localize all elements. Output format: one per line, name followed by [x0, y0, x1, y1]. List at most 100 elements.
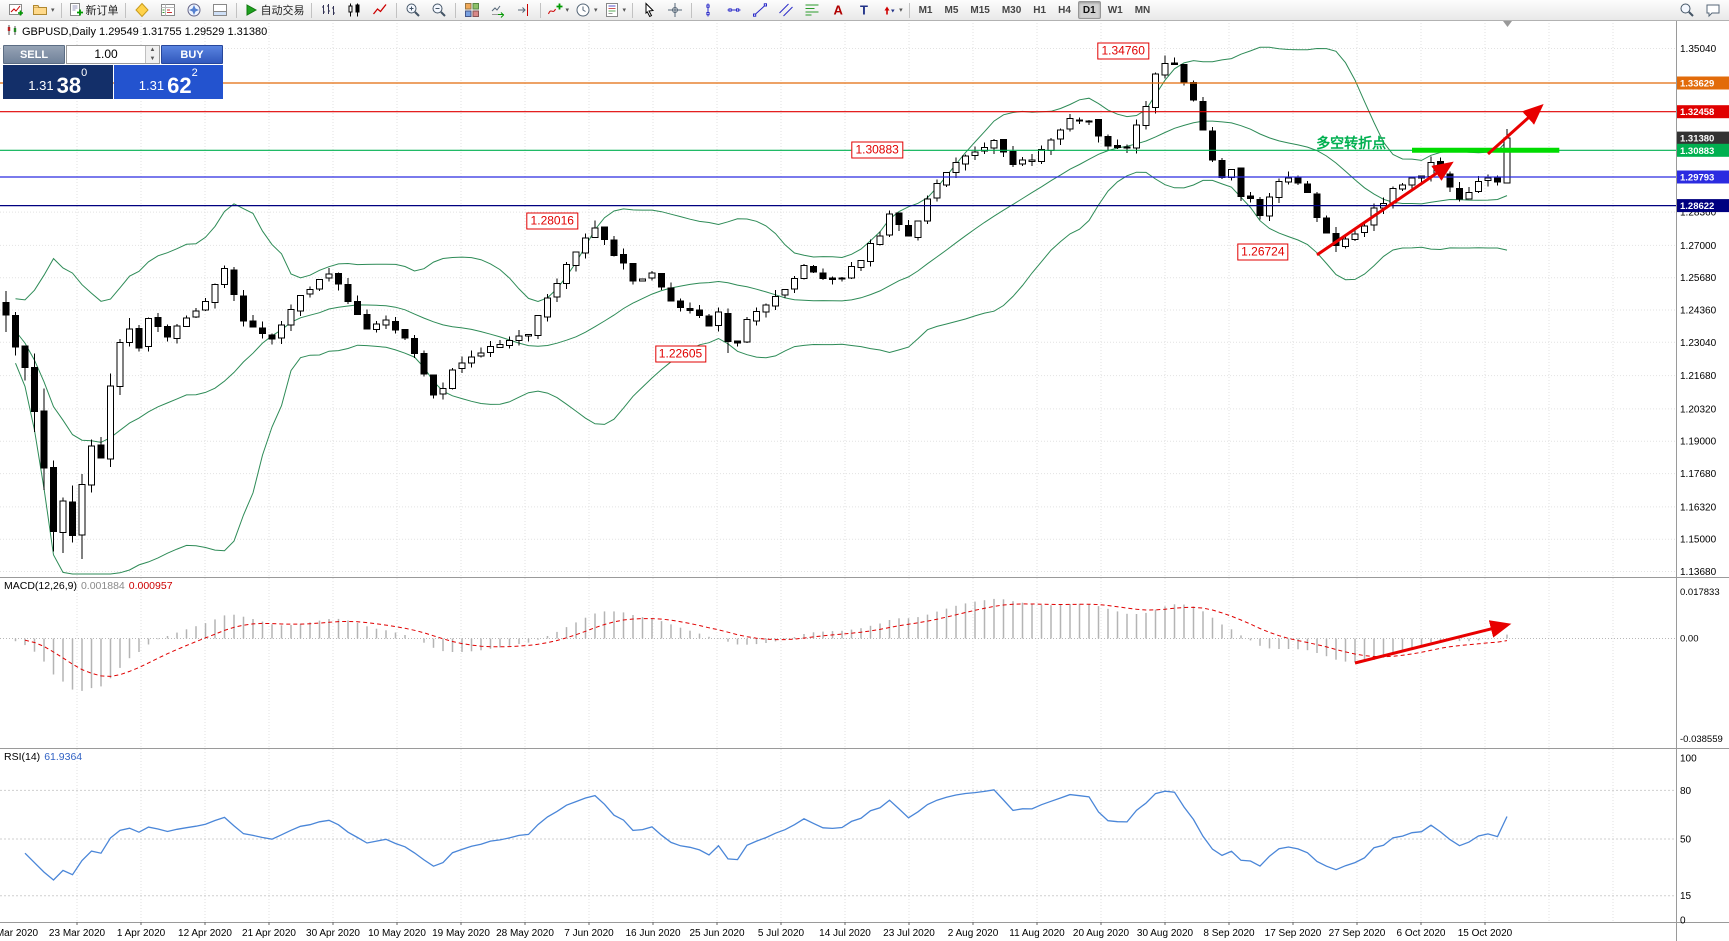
- chart-shift-button[interactable]: [511, 0, 537, 20]
- line-chart-button[interactable]: [367, 0, 393, 20]
- price-annotation: 1.28016: [526, 212, 578, 230]
- svg-text:14 Jul 2020: 14 Jul 2020: [819, 928, 871, 939]
- svg-text:15 Oct 2020: 15 Oct 2020: [1458, 928, 1513, 939]
- svg-text:1.19000: 1.19000: [1680, 437, 1717, 448]
- macd-indicator-label: MACD(12,26,9) 0.001884 0.000957: [4, 580, 173, 592]
- autotrading-button-label: 自动交易: [260, 5, 305, 17]
- vertical-line-button[interactable]: [695, 0, 721, 20]
- timeframe-m15-button[interactable]: M15: [970, 4, 990, 16]
- chart-title-text: GBPUSD,Daily 1.29549 1.31755 1.29529 1.3…: [22, 25, 268, 38]
- timeframe-h4-button[interactable]: H4: [1058, 4, 1071, 16]
- svg-text:1.24360: 1.24360: [1680, 306, 1717, 317]
- autotrading-button[interactable]: 自动交易: [240, 0, 308, 20]
- svg-text:1.32458: 1.32458: [1680, 107, 1714, 118]
- toolbar-separator: [235, 2, 237, 18]
- macd-axis[interactable]: 0.017833 0.00 -0.038559: [1680, 587, 1723, 745]
- toolbar-separator: [539, 2, 541, 18]
- svg-text:1.21680: 1.21680: [1680, 371, 1717, 382]
- timeframe-w1-button[interactable]: W1: [1107, 4, 1123, 16]
- price-axis[interactable]: 1.35040 1.28360 1.27000 1.25680 1.24360 1.230…: [1680, 44, 1717, 578]
- sell-price-pips: 38: [56, 73, 82, 98]
- svg-text:28 May 2020: 28 May 2020: [496, 928, 554, 939]
- arrows-button[interactable]: ▾: [877, 0, 906, 20]
- one-click-buy-button[interactable]: BUY: [161, 45, 223, 64]
- bar-chart-button[interactable]: [315, 0, 341, 20]
- one-click-sell-button[interactable]: SELL: [3, 45, 65, 64]
- timeframe-mn-button[interactable]: MN: [1134, 4, 1151, 16]
- periods-icon: [575, 2, 591, 18]
- templates-button[interactable]: ▾: [601, 0, 630, 20]
- zoom-in-button[interactable]: [400, 0, 426, 20]
- periods-button[interactable]: ▾: [572, 0, 601, 20]
- svg-text:1.16320: 1.16320: [1680, 502, 1717, 513]
- autotrading-icon: [243, 2, 259, 18]
- svg-text:27 Sep 2020: 27 Sep 2020: [1329, 928, 1386, 939]
- time-axis[interactable]: 15 Mar 2020 23 Mar 2020 1 Apr 2020 12 Apr 2…: [0, 922, 1513, 939]
- svg-text:0.017833: 0.017833: [1680, 587, 1720, 598]
- text-button[interactable]: A: [825, 0, 851, 20]
- sell-price-display[interactable]: 1.31 38 0: [3, 65, 113, 99]
- timeframe-m5-button[interactable]: M5: [944, 4, 959, 16]
- timeframe-d1-button[interactable]: D1: [1077, 1, 1101, 19]
- auto-scroll-button[interactable]: [485, 0, 511, 20]
- svg-text:12 Apr 2020: 12 Apr 2020: [178, 928, 232, 939]
- svg-text:1.20320: 1.20320: [1680, 404, 1717, 415]
- svg-text:10 May 2020: 10 May 2020: [368, 928, 426, 939]
- volume-increase-button[interactable]: ▲: [146, 46, 159, 55]
- chat-button[interactable]: [1700, 0, 1726, 20]
- volume-field[interactable]: 1.00 ▲ ▼: [66, 45, 160, 64]
- volume-value[interactable]: 1.00: [94, 47, 118, 61]
- horizontal-line-button[interactable]: [721, 0, 747, 20]
- svg-text:19 May 2020: 19 May 2020: [432, 928, 490, 939]
- svg-text:0: 0: [1680, 916, 1686, 927]
- search-icon: [1679, 2, 1695, 18]
- zoom-out-button[interactable]: [426, 0, 452, 20]
- svg-text:17 Sep 2020: 17 Sep 2020: [1265, 928, 1322, 939]
- new-order-button[interactable]: 新订单: [65, 0, 122, 20]
- metaeditor-button[interactable]: [129, 0, 155, 20]
- new-order-icon: [68, 2, 84, 18]
- svg-text:20 Aug 2020: 20 Aug 2020: [1073, 928, 1130, 939]
- timeframe-m1-button[interactable]: M1: [918, 4, 933, 16]
- label-button[interactable]: T: [851, 0, 877, 20]
- crosshair-button[interactable]: [662, 0, 688, 20]
- price-annotation: 1.30883: [851, 141, 903, 159]
- indicators-button[interactable]: ▾: [544, 0, 573, 20]
- timeframe-h1-button[interactable]: H1: [1033, 4, 1047, 16]
- volume-decrease-button[interactable]: ▼: [146, 54, 159, 63]
- navigator-button[interactable]: [181, 0, 207, 20]
- vertical-line-icon: [700, 2, 716, 18]
- svg-text:1.25680: 1.25680: [1680, 273, 1717, 284]
- search-button[interactable]: [1674, 0, 1700, 20]
- panel-separators: [0, 20, 1729, 941]
- svg-text:15 Mar 2020: 15 Mar 2020: [0, 928, 39, 939]
- profiles-button[interactable]: ▾: [29, 0, 58, 20]
- tile-windows-button[interactable]: [459, 0, 485, 20]
- new-order-button-label: 新订单: [85, 5, 119, 17]
- timeframe-m30-button[interactable]: M30: [1001, 4, 1022, 16]
- svg-text:100: 100: [1680, 754, 1697, 765]
- trendline-icon: [752, 2, 768, 18]
- toolbar-separator: [632, 2, 634, 18]
- channel-button[interactable]: [773, 0, 799, 20]
- terminal-button[interactable]: [207, 0, 233, 20]
- candlestick-chart-button[interactable]: [341, 0, 367, 20]
- svg-text:1 Apr 2020: 1 Apr 2020: [117, 928, 166, 939]
- new-chart-button[interactable]: [3, 0, 29, 20]
- cursor-button[interactable]: [636, 0, 662, 20]
- chevron-down-icon: ▾: [565, 7, 570, 14]
- svg-text:21 Apr 2020: 21 Apr 2020: [242, 928, 296, 939]
- buy-price-main: 1.31: [138, 78, 165, 93]
- market-watch-icon: [160, 2, 176, 18]
- buy-price-display[interactable]: 1.31 62 2: [113, 65, 223, 99]
- toolbar-separator: [454, 2, 456, 18]
- trendline-button[interactable]: [747, 0, 773, 20]
- svg-text:1.15000: 1.15000: [1680, 535, 1717, 546]
- svg-text:T: T: [860, 3, 868, 18]
- rsi-axis[interactable]: 100 80 50 15 0: [1680, 754, 1697, 927]
- svg-text:30 Apr 2020: 30 Apr 2020: [306, 928, 360, 939]
- market-watch-button[interactable]: [155, 0, 181, 20]
- fibonacci-button[interactable]: [799, 0, 825, 20]
- chevron-down-icon: ▾: [594, 7, 598, 14]
